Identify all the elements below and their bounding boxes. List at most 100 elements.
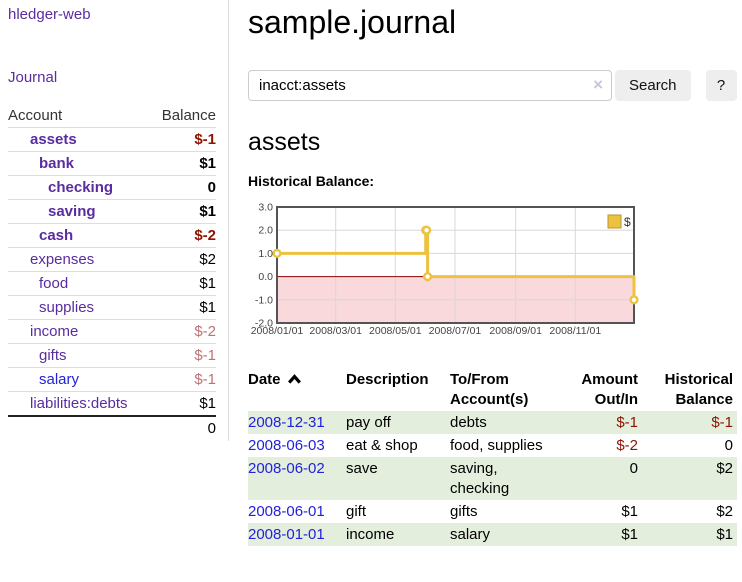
accounts-header-account: Account — [8, 104, 152, 128]
column-header-description[interactable]: Description — [346, 371, 429, 388]
account-row: cash $-2 — [8, 223, 216, 248]
y-tick-label: -2.0 — [255, 318, 273, 330]
account-cell: gifts — [8, 343, 152, 368]
y-tick-label: 2.0 — [258, 225, 273, 237]
register-date-cell: 2008-06-03 — [248, 434, 346, 457]
clear-search-icon[interactable]: × — [593, 75, 603, 94]
account-balance: $-1 — [151, 127, 216, 152]
column-header-date-label: Date — [248, 371, 281, 388]
register-accounts: food, supplies — [450, 437, 543, 454]
accounts-table: Account Balance assets $-1 bank $1 checking 0… — [8, 104, 216, 440]
account-link-income[interactable]: income — [30, 323, 79, 340]
account-link-salary[interactable]: salary — [39, 371, 80, 388]
x-tick-label: 2008/03/01 — [309, 325, 362, 337]
account-row: saving $1 — [8, 199, 216, 224]
column-header-date[interactable]: Date — [248, 368, 346, 411]
account-link-assets[interactable]: assets — [30, 131, 77, 148]
register-amount: $1 — [621, 526, 638, 543]
register-date-cell: 2008-06-01 — [248, 500, 346, 523]
account-row: income $-2 — [8, 319, 216, 344]
data-point — [422, 225, 432, 235]
account-row: supplies $1 — [8, 295, 216, 320]
column-header-amount[interactable]: Amount Out/In — [581, 371, 638, 408]
register-accounts: gifts — [450, 503, 478, 520]
data-point — [423, 271, 433, 282]
account-row: salary $-1 — [8, 367, 216, 392]
accounts-total-value: 0 — [151, 415, 216, 440]
x-tick-label: 2008/09/01 — [489, 325, 542, 337]
register-row: 2008-12-31 pay off debts $-1 $-1 — [248, 411, 737, 434]
main-content: sample.journal × Search ? assets Histori… — [248, 0, 737, 546]
sidebar: hledger-web Journal Account Balance asse… — [0, 0, 229, 441]
data-point — [629, 295, 639, 305]
y-tick-label: 1.0 — [258, 248, 273, 260]
accounts-total-row: 0 — [8, 415, 216, 440]
register-amount: $-2 — [616, 437, 638, 454]
register-amount: $-1 — [616, 414, 638, 431]
search-form: × Search ? — [248, 70, 737, 101]
account-balance: $1 — [151, 151, 216, 176]
register-balance: $2 — [716, 503, 733, 520]
register-date-cell: 2008-01-01 — [248, 523, 346, 546]
account-link-gifts[interactable]: gifts — [39, 347, 67, 364]
account-cell: saving — [8, 199, 152, 224]
account-cell: cash — [8, 223, 152, 248]
register-date-link[interactable]: 2008-01-01 — [248, 526, 325, 543]
account-link-liabilities-debts[interactable]: liabilities:debts — [30, 395, 128, 412]
register-description: gift — [346, 503, 367, 520]
register-date-link[interactable]: 2008-06-02 — [248, 460, 325, 477]
register-row: 2008-06-01 gift gifts $1 $2 — [248, 500, 737, 523]
account-cell: bank — [8, 151, 152, 176]
register-accounts: saving, checking — [450, 460, 510, 497]
register-amount: 0 — [629, 460, 638, 477]
search-button[interactable]: Search — [615, 70, 691, 101]
account-cell: salary — [8, 367, 152, 392]
account-link-expenses[interactable]: expenses — [30, 251, 95, 268]
register-balance: $1 — [716, 526, 733, 543]
column-header-accounts[interactable]: To/From Account(s) — [450, 371, 529, 408]
account-cell: supplies — [8, 295, 152, 320]
y-tick-label: -1.0 — [255, 294, 273, 306]
account-row: bank $1 — [8, 151, 216, 176]
sidebar-item-journal[interactable]: Journal — [8, 69, 58, 86]
brand-link[interactable]: hledger-web — [8, 6, 91, 23]
account-link-food[interactable]: food — [39, 275, 69, 292]
help-button[interactable]: ? — [705, 70, 737, 101]
register-date-link[interactable]: 2008-06-03 — [248, 437, 325, 454]
historical-balance-chart: $3.0 2.0 1.0 0.0 -1.0 -2.0 2008/01/01 2008/03/0… — [248, 200, 737, 342]
account-cell: checking — [8, 175, 152, 200]
account-cell: food — [8, 271, 152, 296]
x-tick-label: 2008/05/01 — [369, 325, 422, 337]
chart-title: Historical Balance: — [248, 173, 375, 189]
account-cell: liabilities:debts — [8, 391, 152, 417]
account-link-supplies[interactable]: supplies — [39, 299, 95, 316]
y-tick-label: 0.0 — [258, 271, 273, 283]
account-link-cash[interactable]: cash — [39, 227, 74, 244]
accounts-total-spacer — [8, 415, 152, 440]
data-point — [272, 248, 282, 259]
column-header-balance[interactable]: Historical Balance — [664, 371, 733, 408]
search-input[interactable] — [248, 70, 612, 101]
account-title: assets — [248, 128, 321, 156]
account-balance: 0 — [151, 175, 216, 200]
register-balance: $2 — [716, 460, 733, 477]
account-link-saving[interactable]: saving — [48, 203, 96, 220]
account-link-bank[interactable]: bank — [39, 155, 75, 172]
register-date-link[interactable]: 2008-06-01 — [248, 503, 325, 520]
register-accounts: debts — [450, 414, 487, 431]
register-date-cell: 2008-06-02 — [248, 457, 346, 500]
register-date-link[interactable]: 2008-12-31 — [248, 414, 325, 431]
account-row: expenses $2 — [8, 247, 216, 272]
account-row: assets $-1 — [8, 127, 216, 152]
register-description: pay off — [346, 414, 391, 431]
account-balance: $-2 — [151, 223, 216, 248]
y-tick-label: 3.0 — [258, 202, 273, 214]
account-cell: assets — [8, 127, 152, 152]
search-box: × — [248, 70, 612, 101]
account-cell: expenses — [8, 247, 152, 272]
account-link-checking[interactable]: checking — [48, 179, 114, 196]
account-balance: $-1 — [151, 343, 216, 368]
register-description: save — [346, 460, 378, 477]
